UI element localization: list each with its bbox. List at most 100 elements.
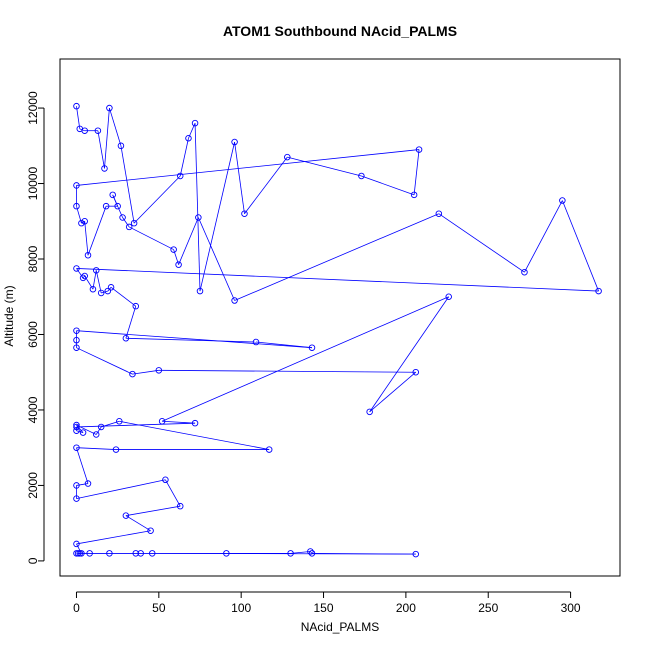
- data-point: [73, 336, 80, 344]
- data-point: [231, 297, 238, 304]
- y-tick-label: 10000: [26, 167, 40, 201]
- series-segment: [119, 420, 270, 450]
- series-segment: [76, 424, 97, 435]
- x-tick-label: 200: [396, 601, 416, 615]
- data-point: [81, 218, 88, 225]
- series-segment: [561, 200, 599, 292]
- series-segment: [413, 149, 420, 195]
- data-point: [73, 102, 80, 110]
- data-point: [176, 502, 184, 510]
- series-segment: [178, 217, 199, 265]
- series-segment: [158, 369, 416, 373]
- x-tick-label: 50: [152, 601, 166, 615]
- series-segment: [76, 268, 599, 292]
- data-point: [122, 512, 130, 519]
- data-point: [79, 274, 87, 282]
- data-point: [73, 182, 80, 189]
- data-point: [92, 267, 100, 274]
- data-point: [106, 550, 113, 557]
- series-segment: [76, 447, 89, 484]
- data-point: [107, 284, 115, 291]
- data-point: [132, 302, 140, 310]
- x-tick-label: 250: [478, 601, 498, 615]
- data-point: [595, 287, 602, 295]
- data-point: [112, 446, 120, 453]
- series-segment: [76, 424, 84, 433]
- data-point: [307, 548, 314, 555]
- series-segment: [101, 290, 108, 294]
- data-point: [73, 482, 80, 489]
- series-segment: [95, 270, 102, 294]
- series-segment: [438, 213, 525, 273]
- data-point: [191, 419, 199, 427]
- data-point: [122, 335, 130, 342]
- y-tick-label: 12000: [26, 91, 40, 125]
- data-point: [84, 251, 92, 259]
- series-segment: [524, 200, 563, 273]
- series-segment: [76, 530, 151, 545]
- series-segment: [310, 551, 313, 554]
- data-point: [73, 344, 80, 351]
- data-point: [73, 495, 80, 502]
- x-axis: 0 50 100 150 200 250 300: [73, 591, 581, 615]
- series-segment: [122, 217, 130, 228]
- data-point: [86, 550, 93, 557]
- data-point: [170, 246, 177, 253]
- series-segment: [97, 130, 105, 169]
- y-tick-label: 8000: [26, 245, 40, 272]
- data-point: [410, 191, 418, 199]
- data-point: [97, 423, 105, 431]
- data-point: [191, 119, 199, 127]
- data-point: [109, 191, 116, 199]
- data-point: [137, 550, 144, 557]
- data-point: [445, 293, 452, 300]
- data-point: [155, 367, 163, 374]
- data-point: [521, 268, 528, 276]
- y-tick-label: 0: [26, 557, 40, 564]
- data-point: [73, 202, 80, 210]
- data-point: [106, 104, 113, 112]
- series-segment: [194, 123, 201, 292]
- series-segment: [234, 213, 439, 301]
- series-segment: [110, 286, 137, 307]
- series-segment: [76, 483, 89, 486]
- data-point: [412, 550, 420, 558]
- series-segment: [128, 226, 174, 250]
- series-segment: [162, 420, 196, 424]
- data-point: [102, 202, 110, 210]
- data-point: [231, 138, 238, 146]
- series-segment: [152, 552, 416, 555]
- data-point: [176, 172, 184, 180]
- data-point: [73, 327, 80, 334]
- data-point: [284, 153, 291, 161]
- chart-title: ATOM1 Southbound NAcid_PALMS: [223, 23, 457, 39]
- data-point: [358, 172, 365, 180]
- data-point: [308, 344, 316, 351]
- series-segment: [199, 141, 235, 292]
- data-point: [73, 265, 80, 272]
- series-segment: [125, 337, 257, 343]
- series-segment: [104, 108, 110, 169]
- x-tick-label: 300: [561, 601, 581, 615]
- data-point: [559, 197, 566, 204]
- series-segment: [76, 430, 84, 433]
- x-tick-label: 150: [314, 601, 334, 615]
- data-point: [97, 289, 105, 297]
- series-segment: [369, 296, 450, 413]
- data-point: [196, 287, 204, 295]
- data-point: [147, 527, 154, 534]
- data-point: [148, 550, 156, 557]
- plot-frame: [59, 58, 621, 577]
- data-point: [366, 408, 373, 416]
- data-point: [265, 446, 273, 453]
- series-segment: [234, 141, 245, 214]
- data-point: [73, 540, 80, 548]
- series-segment: [125, 306, 137, 339]
- x-axis-label: NAcid_PALMS: [301, 620, 379, 634]
- series-segment: [125, 505, 181, 517]
- series-segment: [132, 369, 159, 375]
- data-point: [185, 134, 192, 142]
- series-segment: [84, 221, 89, 256]
- data-point: [78, 219, 85, 227]
